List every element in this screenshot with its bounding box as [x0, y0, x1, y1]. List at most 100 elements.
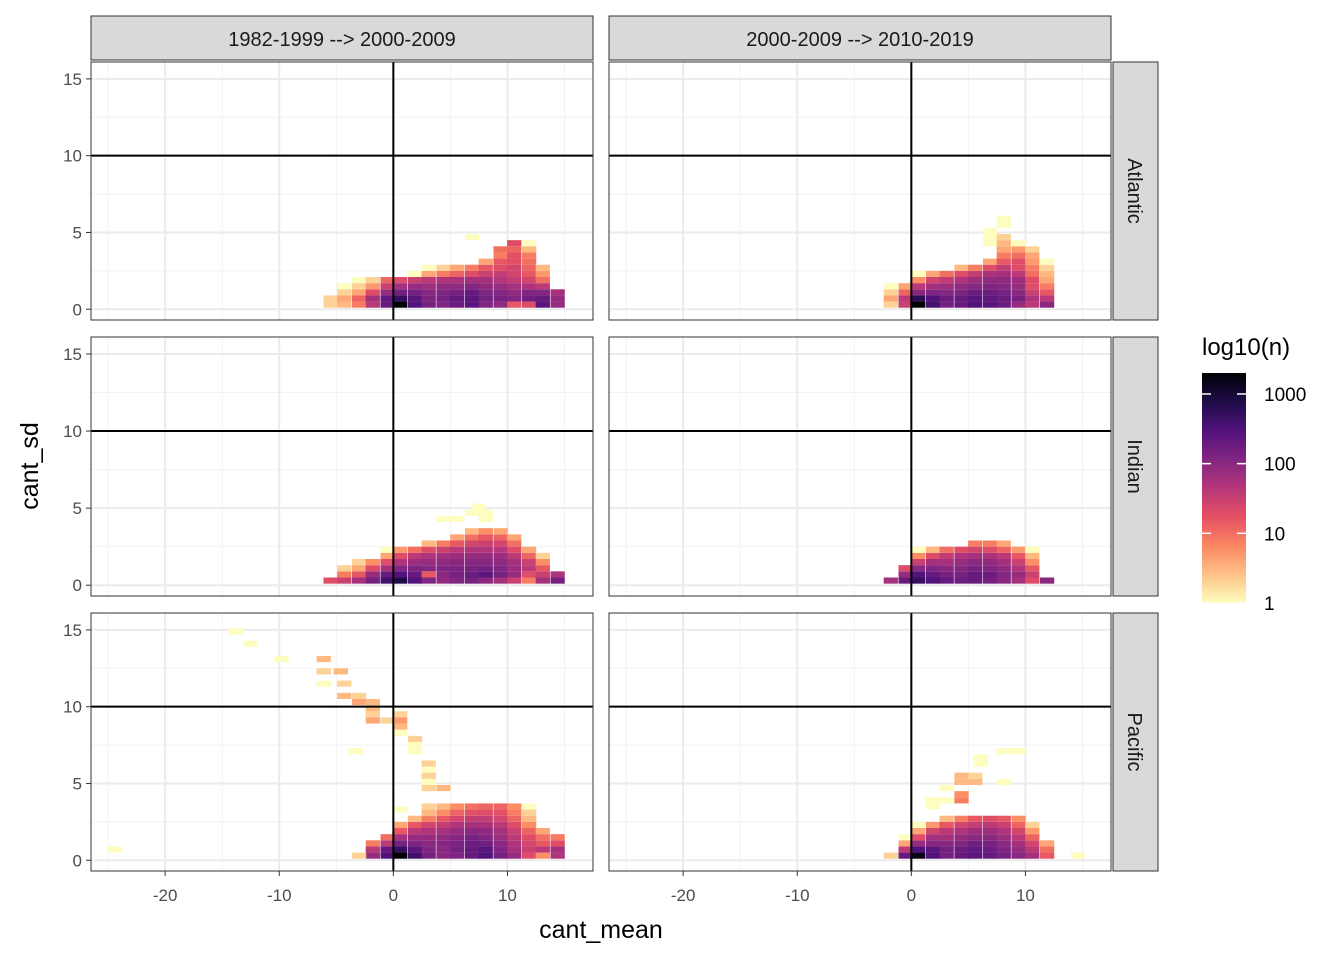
heatmap-tile — [478, 803, 493, 810]
heatmap-tile — [507, 295, 522, 302]
heatmap-tile — [1025, 246, 1040, 253]
heatmap-tile — [464, 283, 480, 290]
heatmap-tile — [996, 552, 1011, 559]
panel-border — [608, 336, 1112, 597]
heatmap-tile — [996, 215, 1011, 222]
heatmap-tile — [421, 834, 436, 841]
heatmap-tile — [421, 815, 436, 822]
heatmap-tile — [925, 289, 941, 296]
heatmap-tile — [407, 735, 423, 742]
heatmap-tile — [450, 534, 465, 541]
heatmap-tile — [407, 552, 423, 559]
heatmap-tile — [407, 295, 423, 302]
heatmap-tile — [911, 283, 926, 290]
heatmap-tile — [507, 301, 522, 308]
heatmap-tile — [393, 723, 408, 730]
heatmap-tile — [982, 289, 998, 296]
heatmap-tile — [521, 295, 537, 302]
heatmap-tile — [939, 283, 954, 290]
y-tick-label: 10 — [63, 147, 82, 166]
heatmap-tile — [521, 240, 537, 247]
heatmap-tile — [1011, 264, 1026, 271]
heatmap-tile — [535, 834, 550, 841]
heatmap-tile — [521, 846, 537, 853]
heatmap-tile — [939, 828, 954, 835]
heatmap-tile — [898, 577, 913, 584]
heatmap-tile — [1025, 295, 1040, 302]
heatmap-tile — [996, 264, 1011, 271]
heatmap-tile — [478, 270, 493, 277]
heatmap-tile — [968, 852, 983, 859]
heatmap-tile — [883, 283, 898, 290]
heatmap-tile — [450, 277, 465, 284]
heatmap-tile — [393, 571, 408, 578]
heatmap-tile — [421, 852, 436, 859]
heatmap-tile — [478, 515, 493, 522]
heatmap-tile — [436, 540, 451, 547]
panel — [608, 61, 1112, 321]
heatmap-tile — [393, 711, 408, 718]
heatmap-tile — [973, 754, 989, 761]
heatmap-tile — [107, 846, 123, 853]
heatmap-tile — [1011, 283, 1026, 290]
heatmap-tile — [478, 834, 493, 841]
heatmap-tile — [1039, 277, 1055, 284]
heatmap-tile — [1011, 301, 1026, 308]
heatmap-tile — [968, 295, 983, 302]
heatmap-tile — [911, 295, 926, 302]
heatmap-tile — [996, 577, 1011, 584]
heatmap-tile — [393, 846, 408, 853]
heatmap-tile — [464, 803, 480, 810]
heatmap-tile — [407, 546, 423, 553]
heatmap-tile — [493, 571, 508, 578]
heatmap-tile — [1025, 264, 1040, 271]
heatmap-tile — [968, 289, 983, 296]
panel — [90, 612, 594, 872]
heatmap-tile — [982, 240, 998, 247]
heatmap-tile — [939, 846, 954, 853]
heatmap-tile — [550, 834, 565, 841]
heatmap-tile — [450, 815, 465, 822]
heatmap-tile — [954, 571, 969, 578]
heatmap-tile — [521, 803, 537, 810]
heatmap-tile — [968, 559, 983, 566]
heatmap-tile — [968, 772, 983, 779]
heatmap-tile — [1025, 565, 1040, 572]
heatmap-tile — [968, 821, 983, 828]
heatmap-tile — [939, 546, 954, 553]
heatmap-tile — [1039, 852, 1055, 859]
heatmap-tile — [450, 834, 465, 841]
heatmap-tile — [507, 577, 522, 584]
row-strip-label: Atlantic — [1123, 158, 1145, 224]
heatmap-tile — [996, 828, 1011, 835]
heatmap-tile — [380, 295, 395, 302]
heatmap-tile — [464, 264, 480, 271]
heatmap-tile — [365, 717, 380, 724]
heatmap-tile — [982, 815, 998, 822]
heatmap-tile — [351, 295, 367, 302]
heatmap-tile — [982, 840, 998, 847]
heatmap-tile — [471, 503, 487, 510]
heatmap-tile — [1025, 821, 1040, 828]
heatmap-tile — [464, 234, 480, 241]
heatmap-tile — [436, 283, 451, 290]
heatmap-tile — [493, 270, 508, 277]
heatmap-tile — [450, 540, 465, 547]
heatmap-tile — [1025, 270, 1040, 277]
heatmap-tile — [1011, 834, 1026, 841]
heatmap-tile — [450, 571, 465, 578]
heatmap-tile — [493, 546, 508, 553]
heatmap-tile — [982, 540, 998, 547]
heatmap-tile — [898, 295, 913, 302]
heatmap-tile — [493, 277, 508, 284]
heatmap-tile — [939, 821, 954, 828]
legend-title: log10(n) — [1202, 334, 1290, 361]
heatmap-tile — [478, 264, 493, 271]
heatmap-tile — [464, 577, 480, 584]
heatmap-tile — [996, 289, 1011, 296]
heatmap-tile — [407, 559, 423, 566]
heatmap-tile — [939, 834, 954, 841]
heatmap-tile — [421, 840, 436, 847]
heatmap-tile — [380, 834, 395, 841]
heatmap-tile — [982, 301, 998, 308]
